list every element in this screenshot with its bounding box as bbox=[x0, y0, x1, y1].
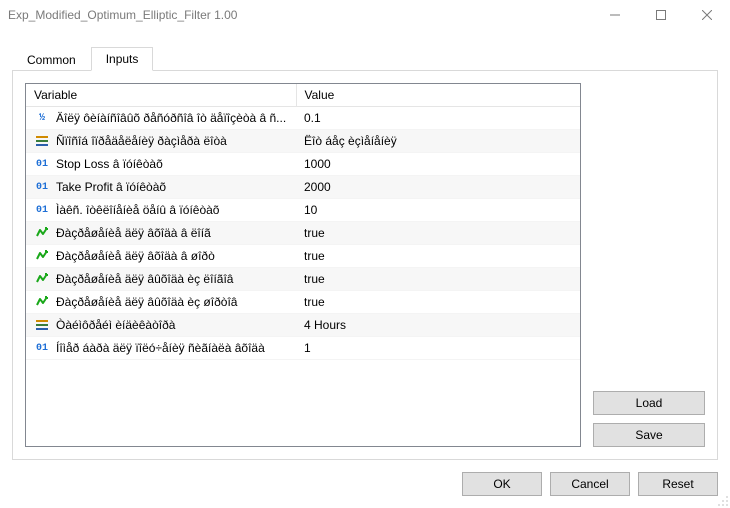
content-area: Common Inputs Variable Value ½ Äîëÿ ôèíàí… bbox=[12, 44, 718, 460]
value-cell[interactable]: 1000 bbox=[296, 153, 580, 176]
maximize-icon bbox=[656, 10, 666, 20]
col-header-value[interactable]: Value bbox=[296, 84, 580, 107]
value-text: 0.1 bbox=[304, 111, 321, 125]
table-row[interactable]: 01 Íîìåð áàðà äëÿ ïîëó÷åíèÿ ñèãíàëà âõîäà… bbox=[26, 337, 580, 360]
variable-cell[interactable]: Ðàçðåøåíèå äëÿ âûõîäà èç ëîíãîâ bbox=[26, 268, 296, 291]
integer-icon: 01 bbox=[34, 156, 50, 172]
load-button-label: Load bbox=[636, 396, 663, 410]
tab-common-label: Common bbox=[27, 53, 76, 67]
value-cell[interactable]: 0.1 bbox=[296, 107, 580, 130]
variable-name: Ðàçðåøåíèå äëÿ âõîäà â øîðò bbox=[56, 249, 215, 263]
value-text: 4 Hours bbox=[304, 318, 346, 332]
table-row[interactable]: Ñïîñîá îïðåäåëåíèÿ ðàçìåðà ëîòà Ëîò áåç è… bbox=[26, 130, 580, 153]
minimize-icon bbox=[610, 10, 620, 20]
value-text: 2000 bbox=[304, 180, 331, 194]
bool-icon bbox=[34, 271, 50, 287]
col-header-variable[interactable]: Variable bbox=[26, 84, 296, 107]
value-cell[interactable]: 2000 bbox=[296, 176, 580, 199]
table-row[interactable]: Ðàçðåøåíèå äëÿ âûõîäà èç ëîíãîâ true bbox=[26, 268, 580, 291]
enum-icon bbox=[34, 133, 50, 149]
table-row[interactable]: 01 Stop Loss â ïóíêòàõ 1000 bbox=[26, 153, 580, 176]
variable-cell[interactable]: Ðàçðåøåíèå äëÿ âõîäà â øîðò bbox=[26, 245, 296, 268]
cancel-button[interactable]: Cancel bbox=[550, 472, 630, 496]
value-cell[interactable]: 4 Hours bbox=[296, 314, 580, 337]
close-icon bbox=[702, 10, 712, 20]
variable-name: Íîìåð áàðà äëÿ ïîëó÷åíèÿ ñèãíàëà âõîäà bbox=[56, 341, 265, 355]
tab-common[interactable]: Common bbox=[12, 48, 91, 71]
minimize-button[interactable] bbox=[592, 0, 638, 30]
value-text: true bbox=[304, 226, 325, 240]
variable-name: Ìàêñ. îòêëîíåíèå öåíû â ïóíêòàõ bbox=[56, 203, 219, 217]
value-text: 10 bbox=[304, 203, 317, 217]
tab-inputs[interactable]: Inputs bbox=[91, 47, 154, 71]
variable-cell[interactable]: 01 Ìàêñ. îòêëîíåíèå öåíû â ïóíêòàõ bbox=[26, 199, 296, 222]
window-title: Exp_Modified_Optimum_Elliptic_Filter 1.0… bbox=[8, 8, 237, 22]
fraction-icon: ½ bbox=[34, 110, 50, 126]
maximize-button[interactable] bbox=[638, 0, 684, 30]
variable-name: Stop Loss â ïóíêòàõ bbox=[56, 157, 163, 171]
variable-name: Ðàçðåøåíèå äëÿ âûõîäà èç øîðòîâ bbox=[56, 295, 237, 309]
table-row[interactable]: Ðàçðåøåíèå äëÿ âûõîäà èç øîðòîâ true bbox=[26, 291, 580, 314]
table-row[interactable]: Ðàçðåøåíèå äëÿ âõîäà â øîðò true bbox=[26, 245, 580, 268]
variable-cell[interactable]: Ðàçðåøåíèå äëÿ âûõîäà èç øîðòîâ bbox=[26, 291, 296, 314]
ok-button-label: OK bbox=[493, 477, 510, 491]
parameters-grid[interactable]: Variable Value ½ Äîëÿ ôèíàíñîâûõ ðåñóðñîâ… bbox=[25, 83, 581, 447]
value-cell[interactable]: true bbox=[296, 222, 580, 245]
dialog-buttons: OK Cancel Reset bbox=[462, 472, 718, 496]
value-cell[interactable]: true bbox=[296, 268, 580, 291]
tab-inputs-label: Inputs bbox=[106, 52, 139, 66]
table-row[interactable]: Ðàçðåøåíèå äëÿ âõîäà â ëîíã true bbox=[26, 222, 580, 245]
value-text: 1 bbox=[304, 341, 311, 355]
integer-icon: 01 bbox=[34, 340, 50, 356]
save-button-label: Save bbox=[635, 428, 662, 442]
reset-button-label: Reset bbox=[662, 477, 693, 491]
value-cell[interactable]: true bbox=[296, 291, 580, 314]
table-row[interactable]: 01 Ìàêñ. îòêëîíåíèå öåíû â ïóíêòàõ 10 bbox=[26, 199, 580, 222]
ok-button[interactable]: OK bbox=[462, 472, 542, 496]
variable-cell[interactable]: ½ Äîëÿ ôèíàíñîâûõ ðåñóðñîâ îò äåïîçèòà â … bbox=[26, 107, 296, 130]
tab-panel-inputs: Variable Value ½ Äîëÿ ôèíàíñîâûõ ðåñóðñîâ… bbox=[12, 70, 718, 460]
value-cell[interactable]: 1 bbox=[296, 337, 580, 360]
value-cell[interactable]: 10 bbox=[296, 199, 580, 222]
variable-cell[interactable]: 01 Stop Loss â ïóíêòàõ bbox=[26, 153, 296, 176]
variable-name: Ðàçðåøåíèå äëÿ âõîäà â ëîíã bbox=[56, 226, 211, 240]
save-button[interactable]: Save bbox=[593, 423, 705, 447]
table-row[interactable]: 01 Take Profit â ïóíêòàõ 2000 bbox=[26, 176, 580, 199]
title-bar: Exp_Modified_Optimum_Elliptic_Filter 1.0… bbox=[0, 0, 730, 30]
value-text: true bbox=[304, 272, 325, 286]
integer-icon: 01 bbox=[34, 179, 50, 195]
variable-name: Take Profit â ïóíêòàõ bbox=[56, 180, 166, 194]
cancel-button-label: Cancel bbox=[571, 477, 608, 491]
tab-strip: Common Inputs bbox=[12, 44, 718, 70]
variable-cell[interactable]: 01 Take Profit â ïóíêòàõ bbox=[26, 176, 296, 199]
value-cell[interactable]: true bbox=[296, 245, 580, 268]
reset-button[interactable]: Reset bbox=[638, 472, 718, 496]
enum-icon bbox=[34, 317, 50, 333]
resize-grip[interactable] bbox=[717, 495, 729, 507]
value-text: true bbox=[304, 249, 325, 263]
variable-cell[interactable]: Ñïîñîá îïðåäåëåíèÿ ðàçìåðà ëîòà bbox=[26, 130, 296, 153]
value-text: true bbox=[304, 295, 325, 309]
variable-name: Ñïîñîá îïðåäåëåíèÿ ðàçìåðà ëîòà bbox=[56, 134, 227, 148]
table-row[interactable]: Òàéìôðåéì èíäèêàòîðà 4 Hours bbox=[26, 314, 580, 337]
variable-name: Òàéìôðåéì èíäèêàòîðà bbox=[56, 318, 175, 332]
variable-name: Ðàçðåøåíèå äëÿ âûõîäà èç ëîíãîâ bbox=[56, 272, 233, 286]
variable-cell[interactable]: Òàéìôðåéì èíäèêàòîðà bbox=[26, 314, 296, 337]
table-row[interactable]: ½ Äîëÿ ôèíàíñîâûõ ðåñóðñîâ îò äåïîçèòà â … bbox=[26, 107, 580, 130]
bool-icon bbox=[34, 294, 50, 310]
variable-name: Äîëÿ ôèíàíñîâûõ ðåñóðñîâ îò äåïîçèòà â ñ… bbox=[56, 111, 286, 125]
side-buttons: Load Save bbox=[593, 391, 705, 447]
integer-icon: 01 bbox=[34, 202, 50, 218]
bool-icon bbox=[34, 225, 50, 241]
value-text: 1000 bbox=[304, 157, 331, 171]
variable-cell[interactable]: Ðàçðåøåíèå äëÿ âõîäà â ëîíã bbox=[26, 222, 296, 245]
value-cell[interactable]: Ëîò áåç èçìåíåíèÿ bbox=[296, 130, 580, 153]
bool-icon bbox=[34, 248, 50, 264]
variable-cell[interactable]: 01 Íîìåð áàðà äëÿ ïîëó÷åíèÿ ñèãíàëà âõîäà bbox=[26, 337, 296, 360]
load-button[interactable]: Load bbox=[593, 391, 705, 415]
value-text: Ëîò áåç èçìåíåíèÿ bbox=[304, 134, 397, 148]
close-button[interactable] bbox=[684, 0, 730, 30]
